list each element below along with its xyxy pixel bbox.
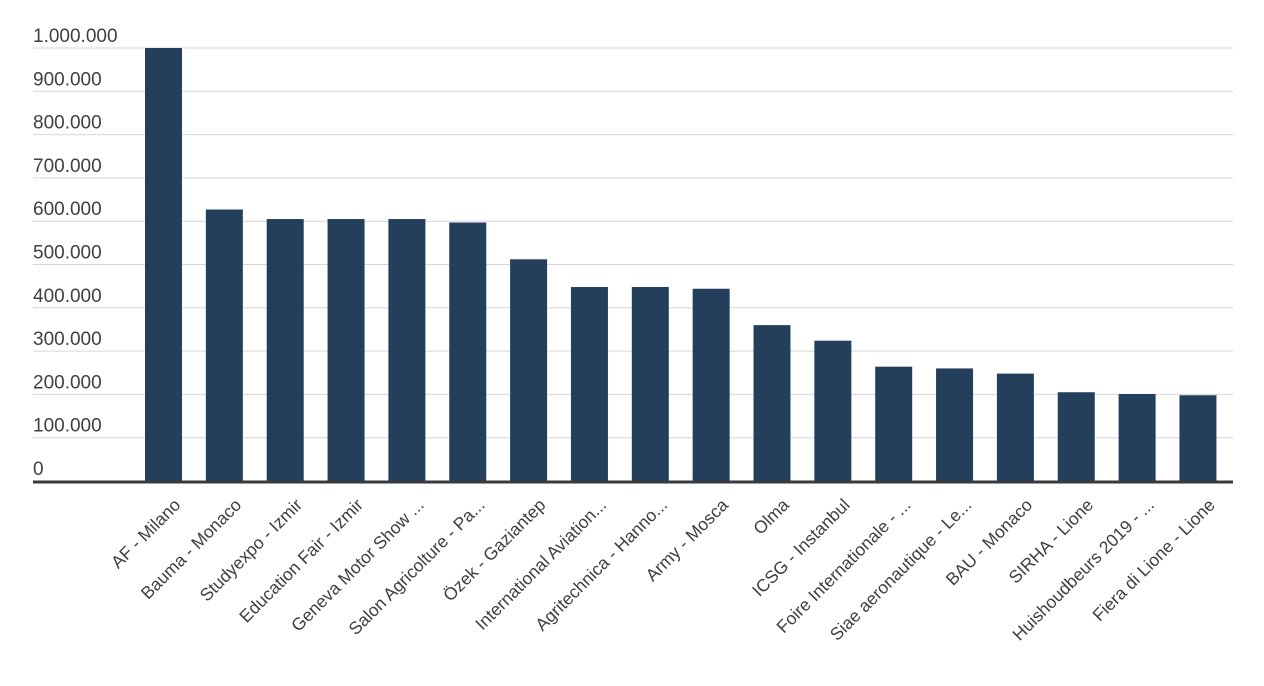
bar xyxy=(510,259,548,481)
bar xyxy=(327,219,365,481)
bar xyxy=(692,288,730,481)
y-axis-tick-labels: 0 100.000 200.000 300.000 400.000 500.000 600.… xyxy=(33,26,118,480)
bar xyxy=(449,222,487,481)
x-tick-label: Fiera di Lione - Lione xyxy=(1088,495,1218,625)
y-tick-label: 100.000 xyxy=(33,416,102,437)
bar xyxy=(266,219,304,481)
y-tick-label: 300.000 xyxy=(33,329,102,350)
bar xyxy=(753,325,791,481)
x-tick-label: Olma xyxy=(749,495,793,539)
bar xyxy=(205,209,243,481)
bar xyxy=(996,373,1034,481)
bar xyxy=(875,366,913,481)
bar xyxy=(814,340,852,481)
bar xyxy=(388,219,426,481)
x-tick-label: Studyexpo - Izmir xyxy=(196,495,307,606)
y-tick-label: 0 xyxy=(33,459,44,480)
y-tick-label: 900.000 xyxy=(33,69,102,90)
y-tick-label: 700.000 xyxy=(33,156,102,177)
bar xyxy=(631,287,669,481)
y-tick-label: 400.000 xyxy=(33,286,102,307)
y-tick-label: 600.000 xyxy=(33,199,102,220)
y-tick-label: 1.000.000 xyxy=(33,26,118,47)
bar xyxy=(145,48,182,481)
x-tick-label: Özek - Gaziantep xyxy=(439,495,549,605)
bar xyxy=(1057,392,1095,481)
bar xyxy=(1179,395,1217,481)
bar xyxy=(936,368,974,481)
y-tick-label: 200.000 xyxy=(33,372,102,393)
bars xyxy=(145,48,1217,481)
bar xyxy=(570,287,608,481)
y-tick-label: 500.000 xyxy=(33,243,102,264)
y-tick-label: 800.000 xyxy=(33,113,102,134)
bar xyxy=(1118,393,1156,481)
